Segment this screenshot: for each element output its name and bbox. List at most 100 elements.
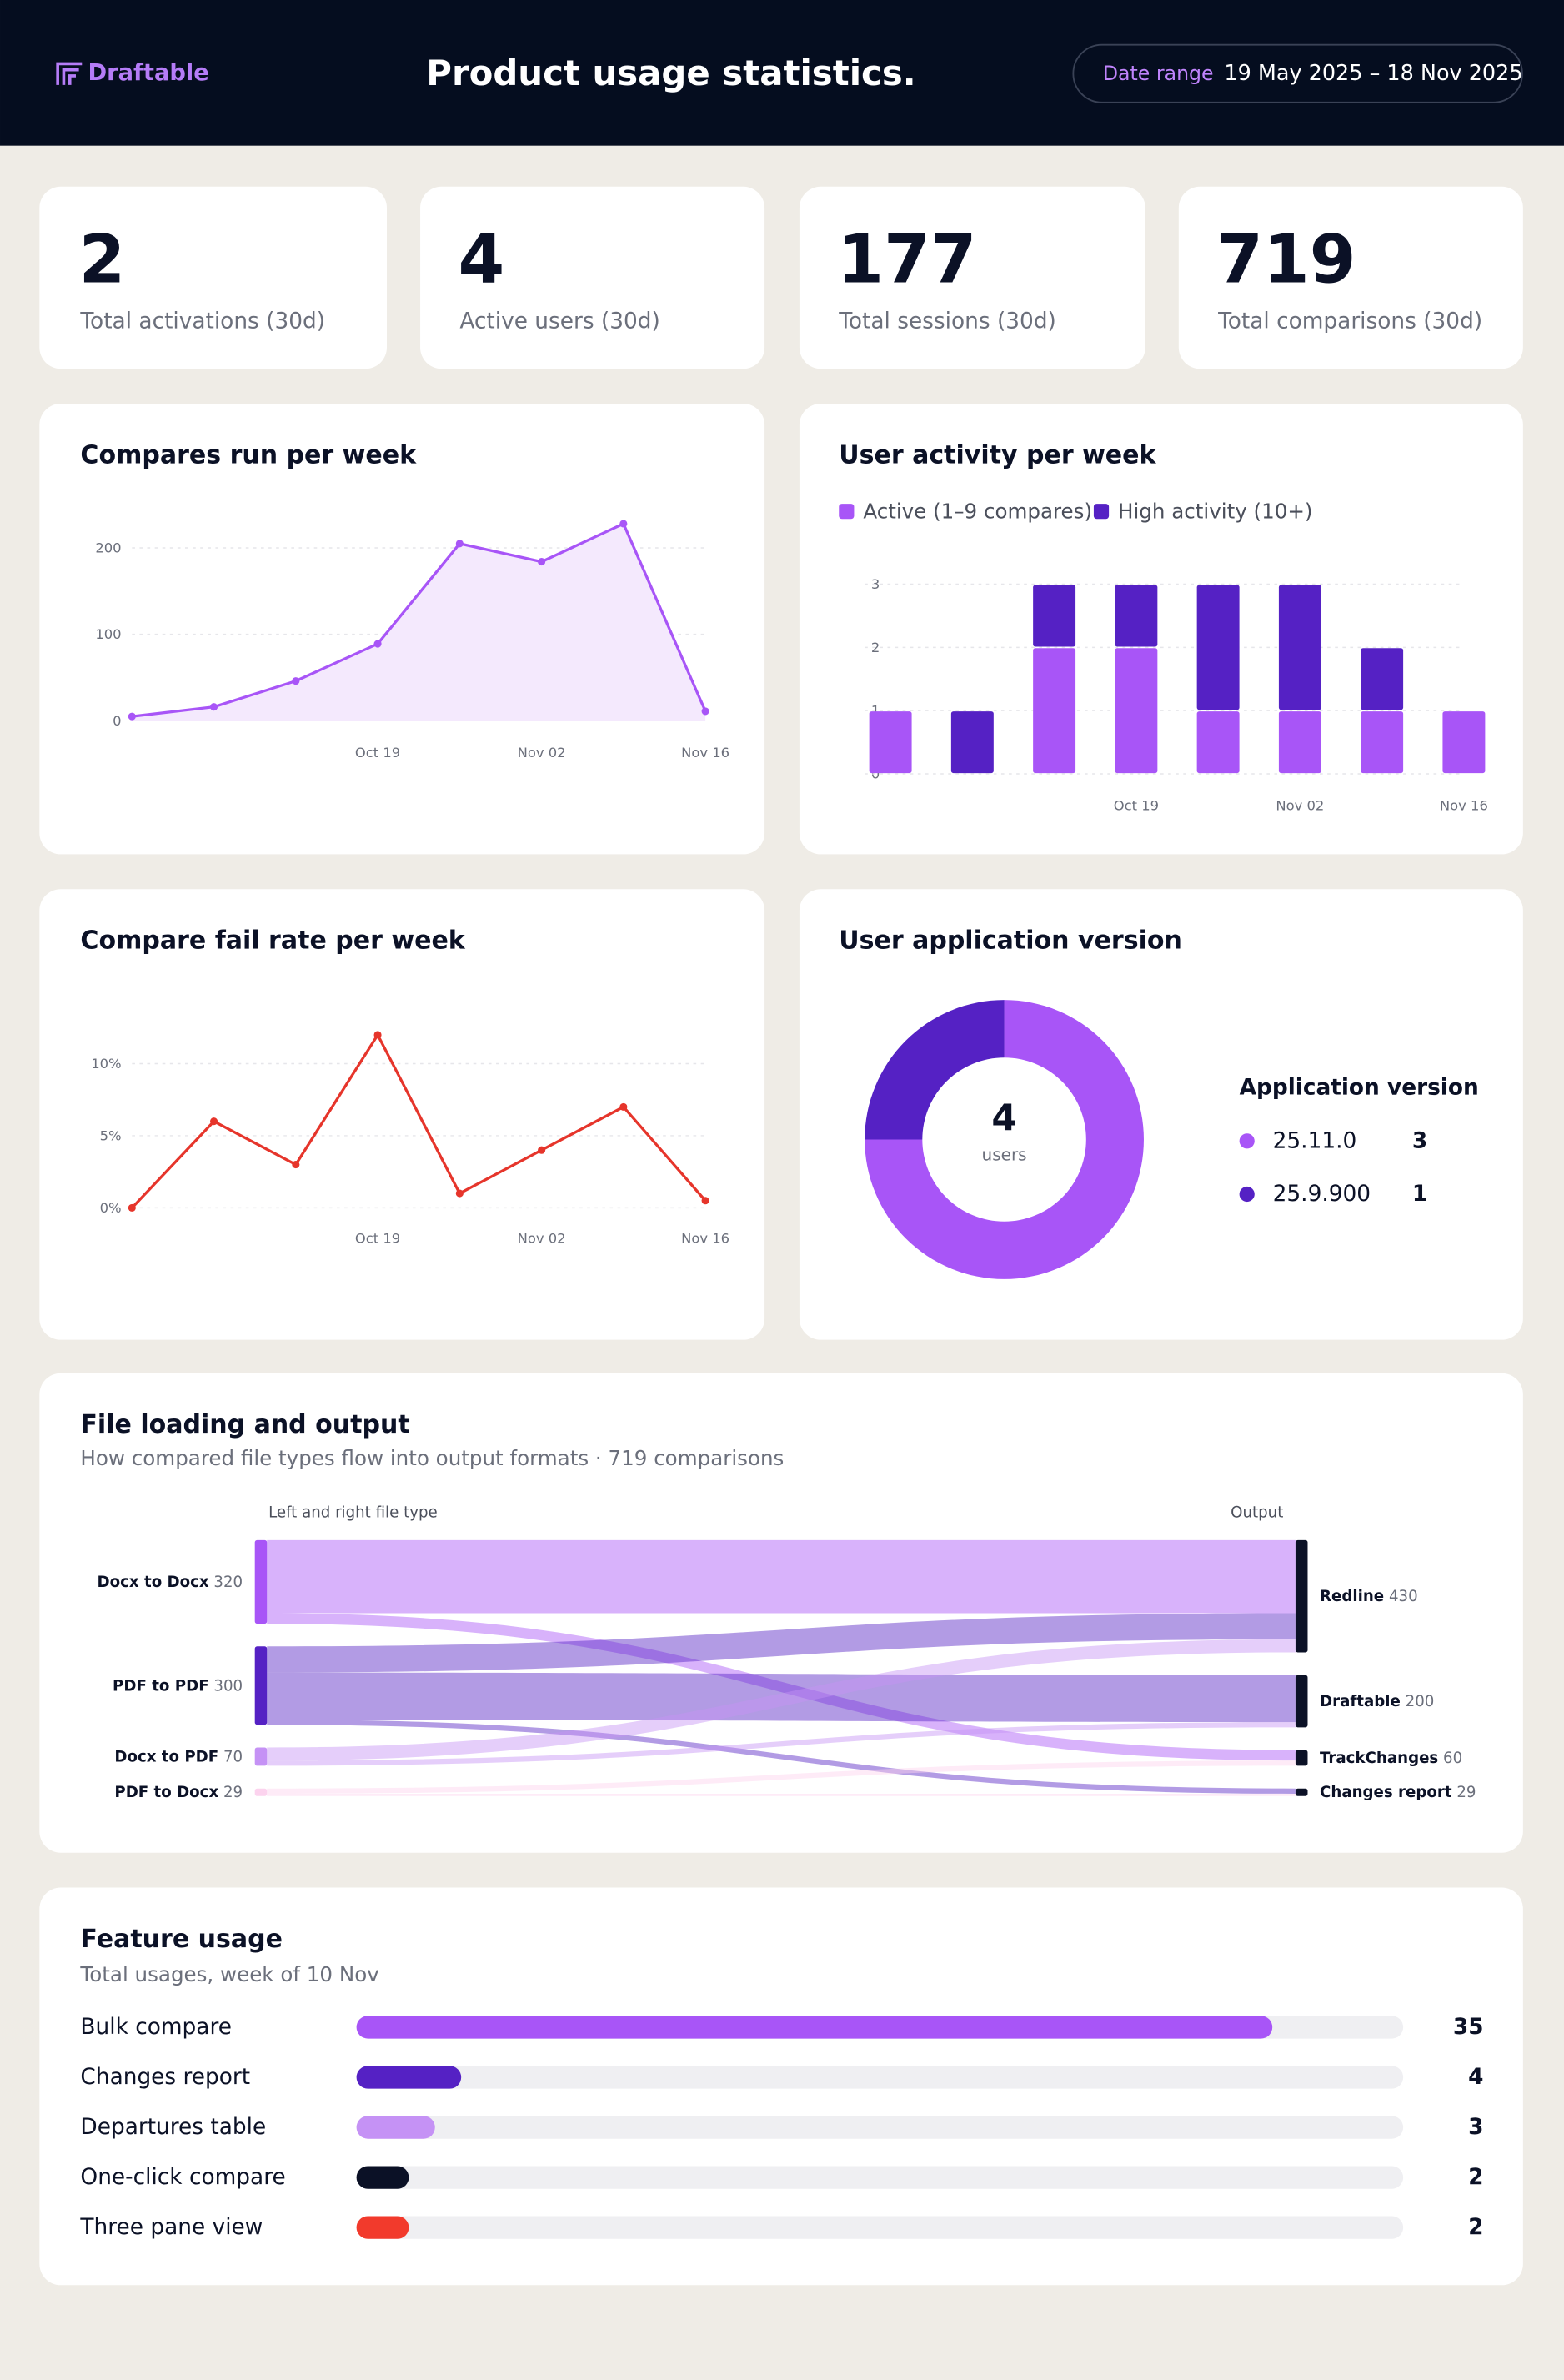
x-tick-label: Nov 16 [681,745,729,761]
page-title: Product usage statistics. [426,53,915,93]
bar-track [356,2116,1404,2139]
kpi-label: Active users (30d) [459,309,660,334]
node-name: TrackChanges [1320,1750,1438,1767]
node-name: PDF to Docx [114,1784,218,1801]
sankey-link [267,1722,1296,1766]
point [292,1160,300,1169]
sankey-node [254,1747,268,1766]
sankey-node [254,1539,268,1624]
legend-label: High activity (10+) [1118,500,1312,524]
bar-segment [950,711,994,774]
area [132,524,706,721]
sankey-node [1295,1675,1308,1728]
bar [356,2016,1273,2039]
bar-segment [1115,648,1158,774]
point [128,1203,136,1212]
y-tick-label: 2 [871,640,880,655]
bar-segment [869,711,912,774]
node-value: 29 [223,1784,243,1801]
y-tick-label: 0 [871,766,880,781]
kpi-card [39,186,388,369]
point [538,1146,546,1154]
line [132,522,707,718]
sankey-node [254,1646,268,1725]
x-tick-label: Nov 16 [681,1230,729,1246]
kpi-value: 2 [79,221,126,299]
legend-title: Application version [1240,1076,1479,1101]
x-tick-label: Nov 16 [1440,798,1488,814]
sankey-link [267,1719,1296,1794]
bar-value: 35 [1453,2015,1484,2040]
point [373,1031,382,1039]
sankey-link [267,1672,1296,1723]
sankey-label: PDF to PDF 300 [113,1677,243,1695]
donut-center-label: users [982,1145,1027,1165]
kpi-label: Total comparisons (30d) [1217,309,1482,334]
logo-icon [56,62,83,85]
sankey-label: TrackChanges 60 [1320,1750,1462,1767]
x-tick-label: Oct 19 [1114,798,1159,814]
node-value: 430 [1389,1588,1418,1605]
date-pill[interactable] [1072,43,1523,103]
point [619,1102,628,1111]
point [619,520,628,528]
chart-title: Compares run per week [80,440,417,469]
x-tick-label: Nov 02 [1276,798,1324,814]
chart-subtitle: Total usages, week of 10 Nov [79,1962,378,1986]
chart-title: File loading and output [80,1410,409,1439]
x-tick-label: Oct 19 [355,745,400,761]
sankey-node [1295,1539,1308,1653]
bar-label: Departures table [80,2115,266,2140]
kpi-card [420,186,765,369]
y-tick-label: 100 [95,626,121,642]
sankey-label: PDF to Docx 29 [114,1784,243,1801]
bar-segment [1278,711,1321,774]
point [210,703,218,711]
bar-label: One-click compare [80,2165,285,2190]
node-value: 29 [1456,1784,1476,1801]
kpi-value: 4 [459,221,505,299]
bar-label: Three pane view [79,2215,263,2240]
point [128,712,136,721]
date-label: Date range [1103,62,1214,85]
bar-segment [1278,585,1321,710]
line [131,1033,707,1209]
point [538,558,546,566]
sankey-link [267,1613,1296,1761]
y-tick-label: 10% [91,1056,121,1072]
sankey-link [267,1760,1296,1794]
legend-dot [1239,1186,1255,1203]
legend-label: 25.9.900 [1273,1182,1371,1207]
chart-title: Compare fail rate per week [80,926,465,956]
sankey-label: Changes report 29 [1320,1784,1476,1801]
sankey-node [1295,1788,1308,1796]
kpi-card [799,186,1145,369]
kpi-card [1178,186,1523,369]
legend-dot [1239,1133,1255,1149]
column-label: Output [1231,1504,1283,1522]
sankey-label: Docx to Docx 320 [98,1573,243,1590]
node-name: Changes report [1320,1784,1452,1801]
legend-label: Active (1–9 compares) [863,500,1092,524]
point [455,1189,464,1198]
bar-segment [1115,585,1158,647]
sankey-label: Docx to PDF 70 [114,1748,243,1765]
bar-track [356,2166,1404,2189]
bar-label: Bulk compare [80,2015,232,2040]
node-value: 200 [1406,1693,1435,1710]
x-tick-label: Nov 02 [518,1230,566,1246]
legend-label: 25.11.0 [1273,1128,1357,1153]
point [292,677,300,685]
y-tick-label: 5% [100,1127,122,1143]
chart-subtitle: How compared file types flow into output… [80,1446,784,1470]
bar-track [356,2066,1404,2089]
chart-title: User application version [839,926,1182,956]
bar-value: 4 [1468,2065,1483,2090]
date-value: 19 May 2025 – 18 Nov 2025 [1224,61,1522,86]
node-value: 320 [213,1573,243,1590]
sankey-label: Draftable 200 [1320,1693,1434,1710]
legend-value: 3 [1412,1128,1427,1153]
y-tick-label: 200 [95,540,121,556]
sankey-link [267,1639,1296,1761]
